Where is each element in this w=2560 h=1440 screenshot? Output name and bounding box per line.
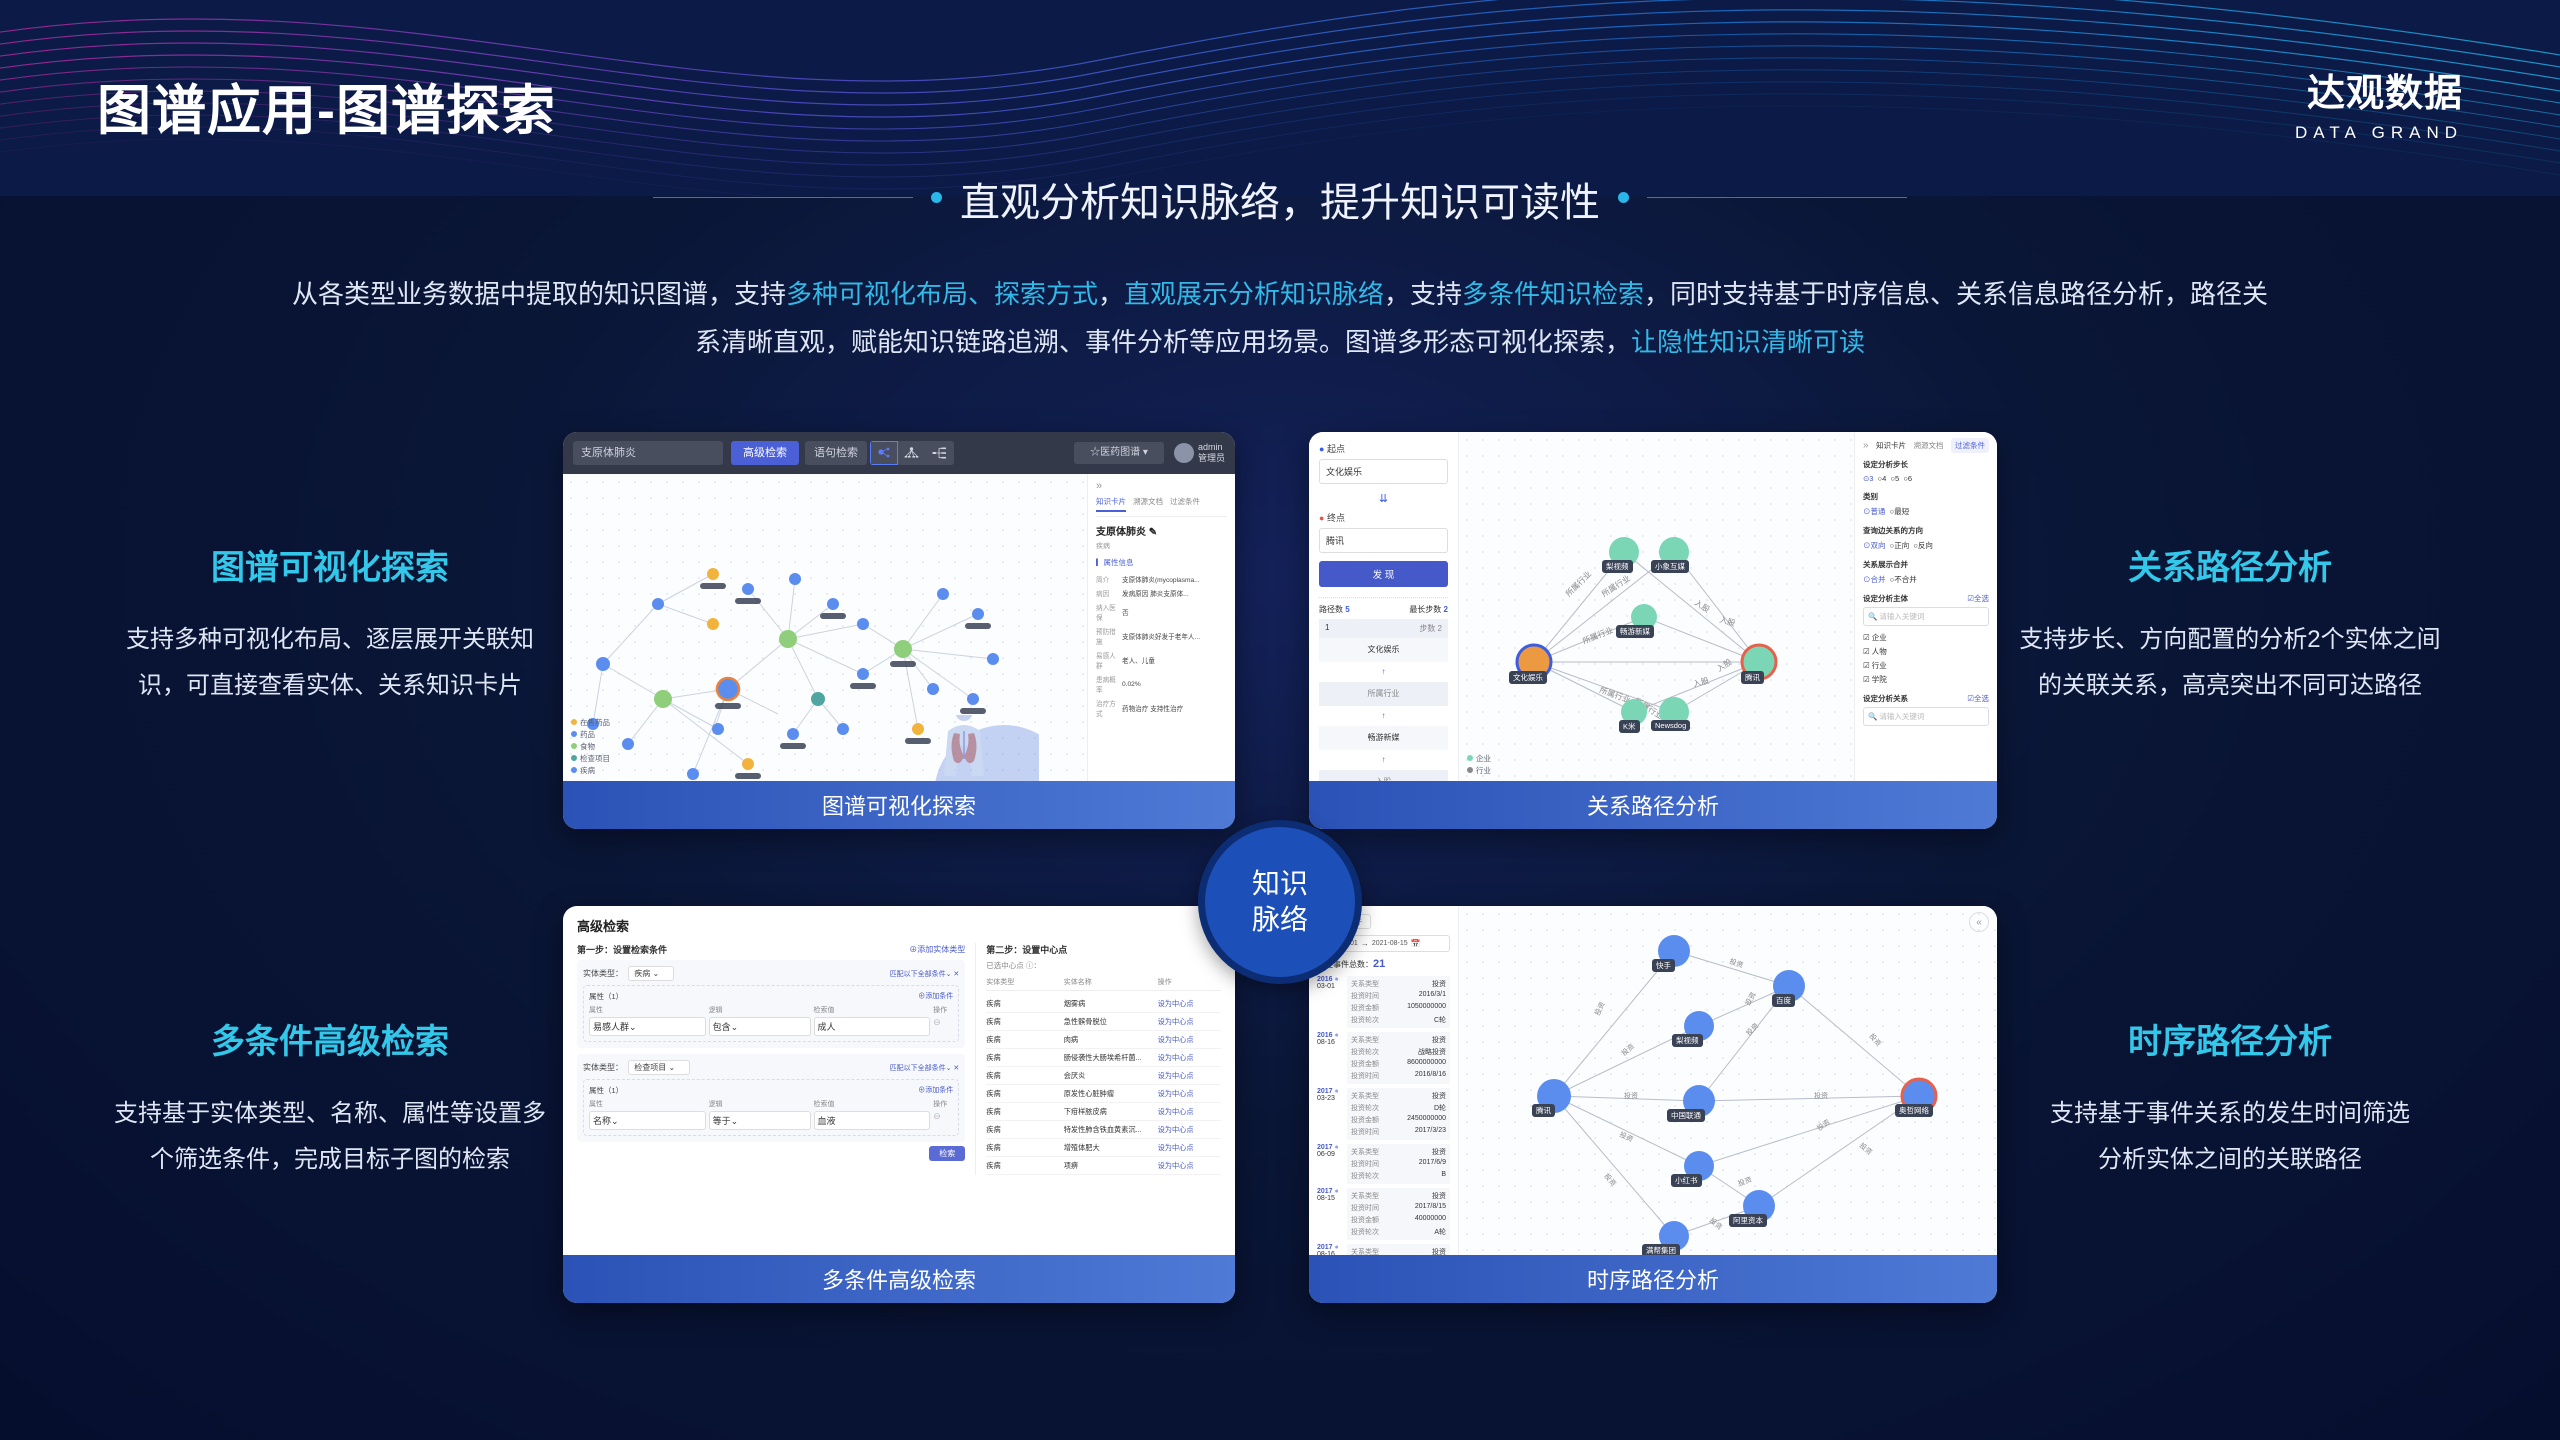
svg-text:投资: 投资 [1858, 1141, 1875, 1157]
svg-text:入股: 入股 [1692, 676, 1710, 689]
svg-text:投资: 投资 [1728, 956, 1744, 969]
svg-text:投资: 投资 [1867, 1032, 1883, 1049]
svg-text:入股: 入股 [1718, 615, 1736, 628]
svg-text:入股: 入股 [1693, 598, 1711, 614]
svg-text:投资: 投资 [1618, 1130, 1634, 1144]
svg-text:所属行业: 所属行业 [1600, 573, 1632, 599]
svg-text:投资: 投资 [1815, 1117, 1832, 1132]
svg-text:投资: 投资 [1743, 990, 1758, 1007]
svg-text:投资: 投资 [1624, 1091, 1638, 1100]
svg-text:投资: 投资 [1620, 1042, 1637, 1058]
svg-text:投资: 投资 [1737, 1175, 1753, 1188]
svg-text:投资: 投资 [1814, 1091, 1828, 1100]
svg-text:入股: 入股 [1715, 657, 1733, 673]
svg-text:投资: 投资 [1744, 1021, 1760, 1037]
svg-text:投资: 投资 [1593, 1000, 1607, 1016]
svg-text:投资: 投资 [1602, 1172, 1618, 1189]
svg-text:所属行业: 所属行业 [1581, 625, 1614, 646]
svg-text:所属行业: 所属行业 [1563, 569, 1593, 599]
svg-text:投资: 投资 [1708, 1216, 1725, 1232]
